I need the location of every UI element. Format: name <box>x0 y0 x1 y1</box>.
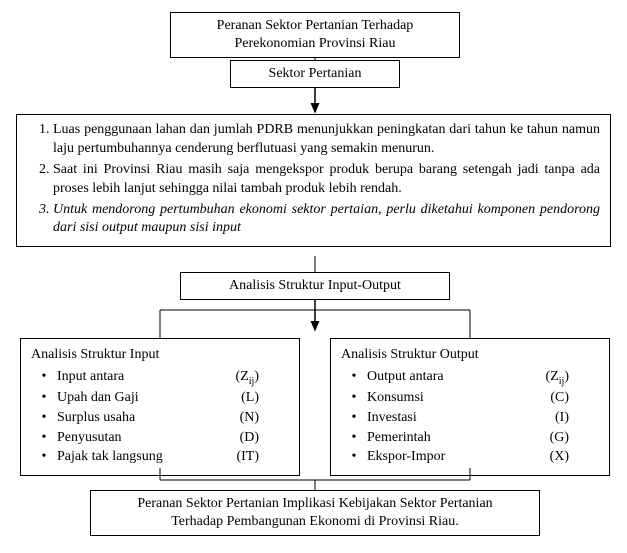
analysis-box: Analisis Struktur Input-Output <box>180 272 450 300</box>
output-label: Ekspor-Impor <box>367 447 445 467</box>
output-label: Pemerintah <box>367 428 431 448</box>
output-item: •Output antara (Zij) <box>341 367 599 389</box>
context-item: Saat ini Provinsi Riau masih saja mengek… <box>53 161 600 199</box>
title-box: Peranan Sektor Pertanian Terhadap Pereko… <box>170 12 460 58</box>
output-heading: Analisis Struktur Output <box>341 345 599 365</box>
bullet-icon: • <box>31 367 57 389</box>
input-item: •Penyusutan (D) <box>31 428 289 448</box>
final-line2: Terhadap Pembangunan Ekonomi di Provinsi… <box>171 514 459 529</box>
sector-label: Sektor Pertanian <box>269 66 362 81</box>
output-label: Output antara <box>367 367 444 389</box>
input-label: Input antara <box>57 367 124 389</box>
input-label: Upah dan Gaji <box>57 388 139 408</box>
input-item: •Input antara (Zij) <box>31 367 289 389</box>
final-box: Peranan Sektor Pertanian Implikasi Kebij… <box>90 490 540 536</box>
bullet-icon: • <box>31 447 57 467</box>
bullet-icon: • <box>341 408 367 428</box>
output-structure-box: Analisis Struktur Output •Output antara(… <box>330 338 610 476</box>
bullet-icon: • <box>31 388 57 408</box>
input-heading: Analisis Struktur Input <box>31 345 289 365</box>
context-item: Luas penggunaan lahan dan jumlah PDRB me… <box>53 121 600 159</box>
output-item: •Investasi (I) <box>341 408 599 428</box>
input-label: Surplus usaha <box>57 408 135 428</box>
input-symbol: (D) <box>240 428 289 448</box>
diagram-root: Peranan Sektor Pertanian Terhadap Pereko… <box>10 10 617 543</box>
input-item: •Upah dan Gaji (L) <box>31 388 289 408</box>
bullet-icon: • <box>341 447 367 467</box>
output-item: •Konsumsi (C) <box>341 388 599 408</box>
title-line2: Perekonomian Provinsi Riau <box>235 36 396 51</box>
input-label: Pajak tak langsung <box>57 447 163 467</box>
input-item: •Pajak tak langsung (IT) <box>31 447 289 467</box>
sector-box: Sektor Pertanian <box>230 60 400 88</box>
output-item: •Ekspor-Impor (X) <box>341 447 599 467</box>
bullet-icon: • <box>341 428 367 448</box>
input-structure-box: Analisis Struktur Input •Input antara(Zi… <box>20 338 300 476</box>
input-symbol: (N) <box>240 408 289 428</box>
input-label: Penyusutan <box>57 428 122 448</box>
context-item: Untuk mendorong pertumbuhan ekonomi sekt… <box>53 201 600 239</box>
output-item: •Pemerintah (G) <box>341 428 599 448</box>
input-item: •Surplus usaha (N) <box>31 408 289 428</box>
input-symbol: (Zij) <box>236 367 289 389</box>
output-label: Konsumsi <box>367 388 424 408</box>
final-line1: Peranan Sektor Pertanian Implikasi Kebij… <box>137 496 492 511</box>
output-label: Investasi <box>367 408 417 428</box>
input-symbol: (L) <box>241 388 289 408</box>
bullet-icon: • <box>31 408 57 428</box>
output-symbol: (G) <box>550 428 599 448</box>
output-symbol: (X) <box>550 447 599 467</box>
input-symbol: (IT) <box>236 447 289 467</box>
title-line1: Peranan Sektor Pertanian Terhadap <box>217 18 414 33</box>
bullet-icon: • <box>341 367 367 389</box>
bullet-icon: • <box>341 388 367 408</box>
output-symbol: (C) <box>550 388 599 408</box>
context-box: Luas penggunaan lahan dan jumlah PDRB me… <box>16 114 611 247</box>
output-symbol: (I) <box>555 408 599 428</box>
bullet-icon: • <box>31 428 57 448</box>
output-symbol: (Zij) <box>546 367 599 389</box>
analysis-label: Analisis Struktur Input-Output <box>229 278 401 293</box>
